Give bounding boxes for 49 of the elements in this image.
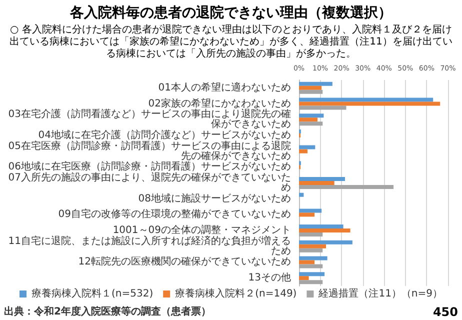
y-tick-label: 03在宅介護（訪問看護など）サービスの事由により退院先の確保ができないため: [8, 108, 291, 130]
bar: [299, 102, 440, 106]
y-tick-label: 13その他: [248, 272, 291, 284]
bar: [299, 118, 318, 122]
legend-label: 療養病棟入院料２(n=149): [175, 288, 297, 300]
legend-label: 療養病棟入院料１(n=532): [31, 288, 154, 300]
bar: [299, 181, 334, 185]
y-tick-label: 07入所先の施設の事由により、退院先の確保ができていないため: [8, 172, 291, 194]
chart-title: 各入院料毎の患者の退院できない理由（複数選択）: [69, 4, 392, 21]
y-tick-label: 01本人の希望に適わないため: [158, 81, 291, 94]
y-tick-label: 12転院先の医療機関の確保ができていないため: [78, 256, 291, 268]
bar: [299, 260, 315, 264]
y-tick-label: 06地域に在宅医療（訪問診療・訪問看護）サービスがないため: [8, 160, 291, 173]
bar: [299, 248, 323, 252]
legend-label: 経過措置（注11）（n=9）: [318, 288, 443, 300]
bar: [299, 240, 352, 244]
bar: [299, 244, 326, 248]
y-tick-label: 04地域に在宅介護（訪問介護など）サービスがないため: [38, 128, 291, 141]
bar: [299, 177, 345, 181]
bar: [299, 212, 315, 217]
bar: [299, 185, 394, 189]
bar: [299, 264, 323, 268]
y-tick-label: 11自宅に退院、または施設に入所すれば経済的な負担が増えるため: [8, 234, 291, 257]
y-tick-label: 09自宅の改修等の住環境の整備ができていないため: [58, 208, 291, 220]
bar: [299, 122, 323, 126]
bar: [299, 106, 346, 110]
bar: [299, 82, 332, 86]
bar: [299, 145, 316, 150]
bar: [299, 98, 434, 102]
bar: [299, 86, 322, 90]
bar: [299, 192, 304, 197]
text: 450: [432, 305, 458, 319]
bar: [299, 228, 350, 233]
y-tick-label: 1001～09の全体の調整・マネジメント: [112, 224, 291, 236]
bar: [299, 224, 344, 229]
source-note: 出典：令和2年度入院医療等の調査（患者票）: [4, 306, 211, 318]
bar: [299, 276, 309, 280]
bar: [299, 90, 323, 94]
bar: [299, 208, 322, 213]
y-tick-label: 05在宅医療（訪問診療・訪問看護）サービスの事由による退院先の確保ができないため: [8, 140, 291, 162]
bar: [299, 149, 308, 154]
bar: [299, 114, 324, 118]
bar: [299, 232, 323, 237]
bar: [299, 256, 328, 260]
bar: [299, 272, 325, 276]
bar: [299, 280, 323, 284]
y-tick-label: 08地域に施設サービスがないため: [138, 192, 291, 204]
chart-subtitle: ○ 各入院料に分けた場合の患者が退院できない理由は以下のとおりであり、入院料１及び２を届け出ている病棟においては「家族の希望にかなわないため」が多く、経過措置（注11）を届け出ている病棟においては「入所先の施設の事由」が多かった。: [10, 24, 452, 60]
y-tick-label: 02家族の希望にかなわないため: [148, 97, 291, 110]
